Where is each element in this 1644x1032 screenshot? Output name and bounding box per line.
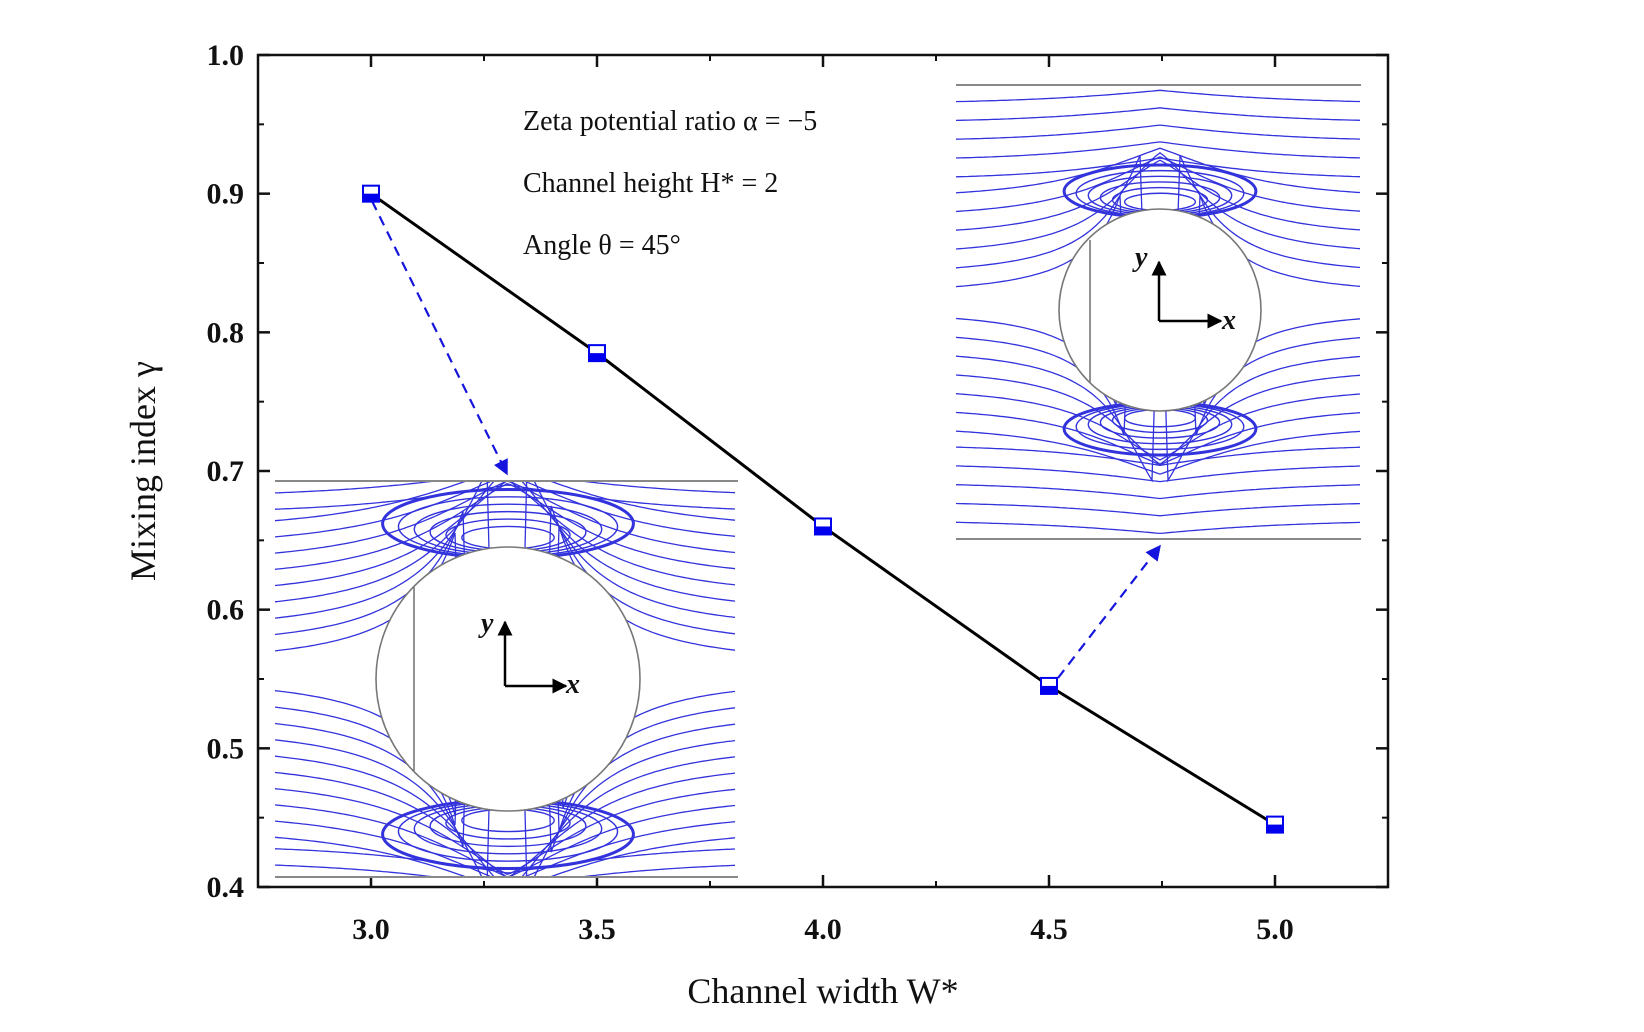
x-tick-label: 3.5 xyxy=(578,913,616,946)
streamline xyxy=(956,502,1361,517)
streamline xyxy=(275,481,736,522)
streamline xyxy=(275,481,736,587)
x-tick-label: 3.0 xyxy=(352,913,390,946)
streamline xyxy=(275,755,736,877)
x-tick-label: 5.0 xyxy=(1256,913,1294,946)
y-tick-label: 0.7 xyxy=(207,455,245,488)
data-point xyxy=(588,344,606,363)
y-axis-title: Mixing index γ xyxy=(123,361,163,581)
annotation-alpha: Zeta potential ratio α = −5 xyxy=(523,106,817,137)
streamline xyxy=(956,521,1361,535)
y-tick-label: 0.5 xyxy=(207,732,245,765)
inset-y-label: y xyxy=(478,608,494,639)
streamline xyxy=(275,848,736,874)
y-tick-label: 0.4 xyxy=(207,871,245,904)
streamline xyxy=(956,393,1361,461)
inset-axes-icon: y x xyxy=(1132,242,1236,336)
streamline xyxy=(956,411,1361,466)
inset-y-label: y xyxy=(1132,242,1148,273)
streamline xyxy=(956,124,1361,140)
inset-axes-icon: y x xyxy=(478,608,580,700)
streamline xyxy=(956,484,1361,500)
inset-x-label: x xyxy=(565,669,580,700)
streamline xyxy=(275,836,736,877)
data-point xyxy=(814,517,832,536)
data-point xyxy=(1266,815,1284,834)
data-point xyxy=(362,184,380,203)
annotation-angle: Angle θ = 45° xyxy=(523,230,681,261)
x-axis-title: Channel width W* xyxy=(687,971,958,1011)
streamline xyxy=(275,481,736,494)
streamline xyxy=(275,481,736,603)
inset-streamlines-w4-5: y x xyxy=(956,84,1361,540)
y-tick-label: 1.0 xyxy=(207,39,245,72)
streamline xyxy=(275,864,736,877)
streamline xyxy=(956,159,1361,231)
streamline xyxy=(956,465,1361,483)
streamline xyxy=(956,374,1361,465)
streamline xyxy=(275,820,736,877)
axes: 3.0 3.5 4.0 4.5 5.0 0.4 0.5 0.6 0.7 0.8 0.9 1.0 xyxy=(207,39,1389,946)
streamline xyxy=(956,446,1361,466)
y-tick-label: 0.9 xyxy=(207,178,245,211)
streamline xyxy=(275,483,736,570)
streamline xyxy=(956,156,1361,213)
inset-pointer-arrow-w4-5 xyxy=(1057,544,1161,679)
data-series xyxy=(362,184,1284,834)
x-tick-label: 4.5 xyxy=(1030,913,1068,946)
streamline xyxy=(956,151,1361,250)
annotation-height: Channel height H* = 2 xyxy=(523,168,778,199)
streamline xyxy=(956,141,1361,159)
y-tick-label: 0.8 xyxy=(207,316,245,349)
streamline xyxy=(956,89,1360,103)
inset-x-label: x xyxy=(1221,305,1236,336)
streamline xyxy=(956,107,1361,122)
y-tick-label: 0.6 xyxy=(207,594,245,627)
streamline xyxy=(956,147,1361,194)
streamline xyxy=(275,481,736,538)
inset-streamlines-w3: y x xyxy=(275,480,738,878)
x-tick-label: 4.0 xyxy=(804,913,842,946)
data-point xyxy=(1040,676,1058,695)
streamline xyxy=(956,430,1361,475)
